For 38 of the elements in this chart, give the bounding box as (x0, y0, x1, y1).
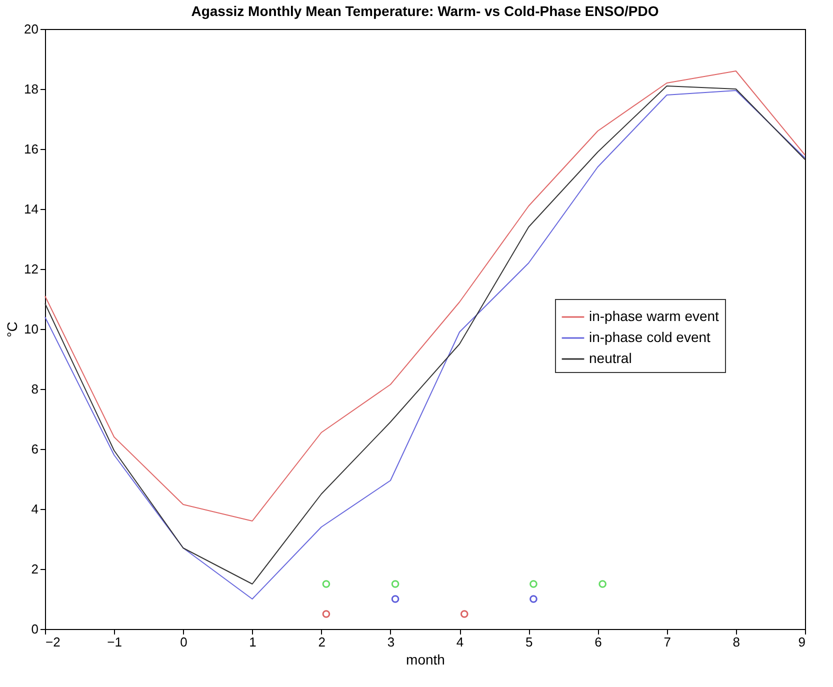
legend-label: in-phase cold event (589, 329, 711, 345)
legend-label: in-phase warm event (589, 308, 720, 324)
y-tick-label: 0 (31, 622, 38, 636)
point (530, 580, 538, 588)
point (391, 595, 400, 603)
y-tick-label: 6 (31, 442, 38, 456)
x-tick-label: 1 (249, 634, 256, 650)
x-tick-label: 5 (526, 634, 533, 650)
y-tick-label: 16 (24, 142, 38, 156)
chart-title: Agassiz Monthly Mean Temperature: Warm- vs Cold-Phase ENSO/PDO (191, 3, 659, 19)
point (322, 580, 330, 588)
legend-label: neutral (589, 350, 632, 366)
y-tick-label: 14 (24, 202, 38, 216)
point (391, 580, 400, 588)
line-series (44, 70, 806, 522)
y-tick-label: 10 (24, 322, 38, 336)
x-tick-label: 9 (798, 634, 806, 650)
y-tick-label: 18 (24, 82, 38, 96)
x-tick-label: −1 (107, 634, 122, 650)
x-tick-label: −2 (46, 634, 60, 650)
x-tick-label: 7 (664, 634, 671, 650)
x-tick-label: 6 (594, 634, 602, 650)
point (530, 595, 538, 603)
x-tick-label: 2 (318, 634, 326, 650)
x-tick-label: 4 (456, 634, 464, 650)
point (598, 580, 606, 588)
x-tick-label: 0 (180, 634, 188, 650)
y-tick-label: 12 (24, 262, 38, 276)
point (322, 610, 330, 618)
x-tick-label: 3 (387, 634, 395, 650)
y-tick-label: 20 (24, 22, 38, 36)
x-axis-title: month (406, 652, 445, 668)
y-tick-label: 4 (31, 502, 38, 516)
y-tick-label: 8 (31, 382, 38, 396)
y-axis-title: °C (4, 322, 20, 338)
y-tick-label: 2 (31, 562, 38, 576)
point (460, 610, 468, 618)
x-tick-label: 8 (732, 634, 740, 650)
